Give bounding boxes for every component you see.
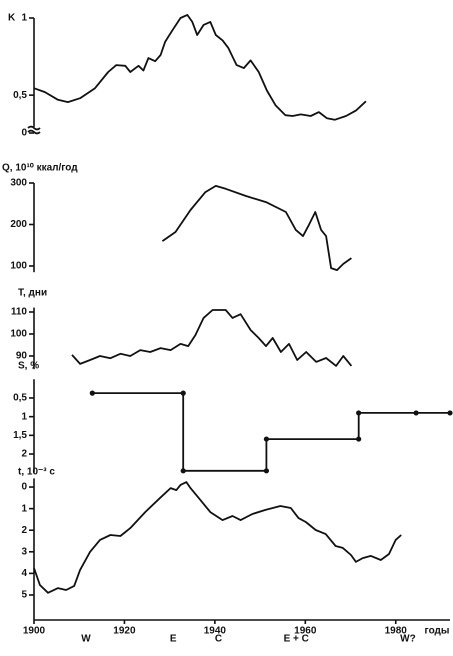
data-line xyxy=(33,14,367,121)
y-tick-label: 2 xyxy=(21,525,27,536)
y-tick-label: 1,5 xyxy=(13,430,27,441)
annotation: E + C xyxy=(284,634,309,645)
y-axis-label: t, 10⁻³ c xyxy=(18,467,55,478)
data-line xyxy=(71,309,353,367)
x-axis-label: годы xyxy=(425,626,450,637)
axis-break xyxy=(29,127,39,132)
y-axis-label: T, дни xyxy=(18,288,47,299)
data-point xyxy=(263,436,270,442)
data-point xyxy=(413,410,419,416)
y-tick-label: 100 xyxy=(10,329,27,340)
annotation: W? xyxy=(400,634,416,645)
y-tick-label: 100 xyxy=(10,261,27,272)
y-tick-label: 0 xyxy=(21,482,27,493)
y-tick-label: 300 xyxy=(10,178,27,189)
axis-break-mark xyxy=(27,125,41,135)
data-line xyxy=(161,185,352,271)
data-point xyxy=(356,436,362,442)
y-tick-label: 1 xyxy=(21,411,27,422)
y-tick-label: 110 xyxy=(11,307,28,318)
x-tick-label: 1920 xyxy=(113,626,136,637)
x-tick-label: 1940 xyxy=(204,626,227,637)
y-axis-label: Q, 10¹⁰ ккал/год xyxy=(2,163,78,174)
y-tick-label: 5 xyxy=(21,590,27,601)
y-tick-label: 4 xyxy=(21,568,27,579)
annotation: E xyxy=(170,634,177,645)
y-tick-label: 90 xyxy=(16,351,28,362)
data-point xyxy=(89,390,95,396)
data-point xyxy=(447,410,453,416)
y-axis-label: K xyxy=(8,13,16,24)
annotation: C xyxy=(215,634,222,645)
y-tick-label: 1 xyxy=(21,13,27,24)
data-point xyxy=(263,468,270,474)
x-tick-label: 1900 xyxy=(23,626,46,637)
data-line xyxy=(33,481,402,594)
y-axis-label: S, % xyxy=(18,361,39,372)
y-tick-label: 0,5 xyxy=(13,90,27,101)
annotation: W xyxy=(81,634,91,645)
y-tick-label: 200 xyxy=(10,219,27,230)
y-tick-label: 1 xyxy=(21,503,27,514)
y-tick-label: 0,5 xyxy=(13,393,27,404)
data-point xyxy=(356,410,362,416)
y-tick-label: 2 xyxy=(21,449,27,460)
y-tick-label: 3 xyxy=(21,546,27,557)
x-tick-label: 1980 xyxy=(385,626,408,637)
y-tick-label: 0 xyxy=(21,128,27,139)
data-point xyxy=(180,468,186,474)
x-tick-label: 1960 xyxy=(294,626,317,637)
data-line xyxy=(92,392,450,472)
data-point xyxy=(180,390,186,396)
